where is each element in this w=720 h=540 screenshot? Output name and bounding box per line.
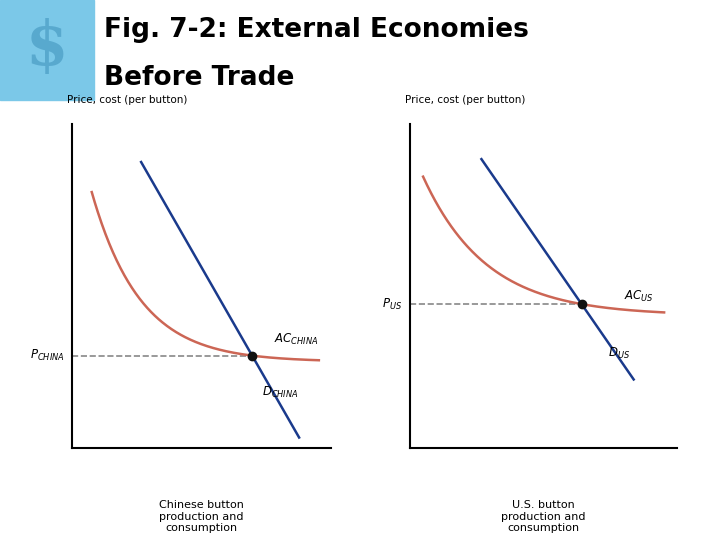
Text: $P_{US}$: $P_{US}$ (382, 296, 402, 312)
Text: Chinese button
production and
consumption: Chinese button production and consumptio… (159, 500, 244, 533)
Text: $: $ (25, 18, 68, 78)
Text: $AC_{CHINA}$: $AC_{CHINA}$ (274, 332, 319, 347)
Text: $D_{US}$: $D_{US}$ (608, 346, 630, 361)
Text: 7-18: 7-18 (687, 520, 709, 530)
Text: Price, cost (per button): Price, cost (per button) (405, 94, 526, 105)
Text: Price, cost (per button): Price, cost (per button) (67, 94, 187, 105)
Text: Copyright © 2015 Pearson Education, Inc. All rights reserved.: Copyright © 2015 Pearson Education, Inc.… (11, 520, 312, 530)
Bar (0, 0, 94, 100)
Text: $D_{CHINA}$: $D_{CHINA}$ (262, 384, 299, 400)
Text: U.S. button
production and
consumption: U.S. button production and consumption (501, 500, 586, 533)
Text: $P_{CHINA}$: $P_{CHINA}$ (30, 348, 64, 363)
Text: $AC_{US}$: $AC_{US}$ (624, 289, 653, 305)
Text: Before Trade: Before Trade (104, 65, 294, 91)
Text: Fig. 7-2: External Economies: Fig. 7-2: External Economies (104, 17, 529, 43)
